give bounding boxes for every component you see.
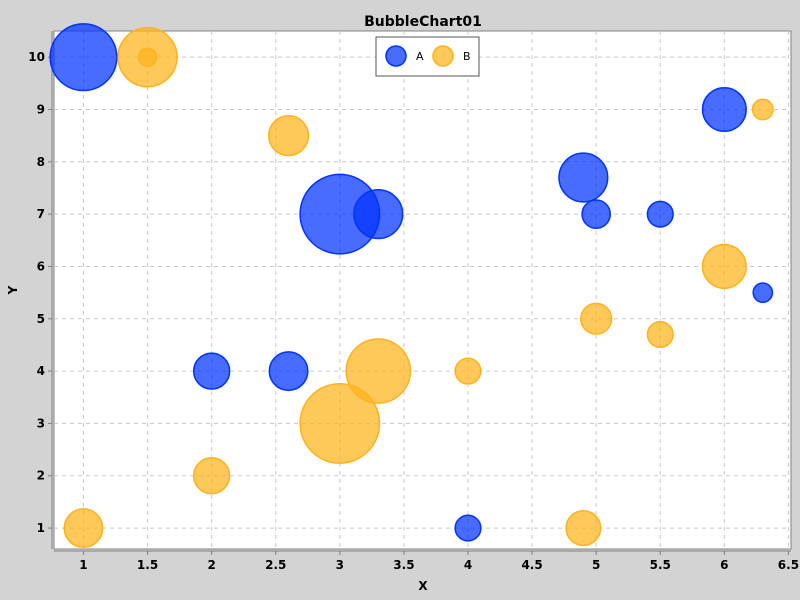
x-tick-label: 6	[720, 558, 728, 572]
y-tick-label: 3	[37, 416, 45, 430]
x-tick-label: 3.5	[393, 558, 414, 572]
bubble-series-a	[454, 514, 482, 542]
y-tick-label: 10	[28, 50, 45, 64]
chart-title: BubbleChart01	[364, 14, 482, 30]
x-tick-label: 1.5	[137, 558, 158, 572]
bubble-series-a	[49, 23, 118, 92]
bubble-series-a	[752, 282, 774, 303]
y-axis-label: Y	[6, 285, 20, 295]
x-tick-label: 5	[592, 558, 600, 572]
legend: A B	[375, 36, 480, 77]
bubble-series-a	[646, 200, 674, 228]
axes: 1 1.5 2 2.5 3 3.5 4 4.5 5 5.5 6 6.5 1 2 3 4 5 6 7 8 9 10	[28, 31, 799, 572]
x-tick-label: 6.5	[778, 558, 799, 572]
bubble-series-b	[646, 320, 674, 349]
plot-area	[53, 30, 792, 550]
bubble-series-a	[353, 189, 404, 240]
x-tick-label: 2.5	[265, 558, 286, 572]
x-tick-label: 4.5	[521, 558, 542, 572]
x-axis-label: X	[418, 579, 428, 593]
bubble-series-b	[454, 357, 482, 385]
bubble-series-b	[299, 382, 381, 464]
y-tick-label: 1	[37, 521, 45, 535]
x-tick-label: 4	[464, 558, 472, 572]
bubble-series-b	[751, 98, 774, 121]
legend-swatch-b	[432, 45, 454, 67]
x-tick-label: 3	[336, 558, 344, 572]
bubble-series-a	[268, 351, 309, 392]
bubble-layer	[49, 23, 774, 549]
bubble-series-a	[701, 86, 747, 133]
y-tick-label: 8	[37, 155, 45, 169]
bubble-series-b	[192, 457, 231, 495]
x-tick-label: 2	[207, 558, 215, 572]
bubble-series-b	[63, 508, 104, 549]
y-tick-label: 5	[37, 312, 45, 326]
y-tick-label: 6	[37, 259, 45, 273]
y-tick-label: 7	[37, 207, 45, 221]
y-tick-label: 9	[37, 102, 45, 116]
y-tick-label: 2	[37, 469, 45, 483]
bubble-series-b	[565, 510, 602, 547]
bubble-series-b	[345, 338, 412, 404]
bubble-series-a	[581, 199, 612, 229]
y-tick-label: 4	[37, 364, 45, 378]
x-tick-label: 5.5	[650, 558, 671, 572]
legend-label-b: B	[463, 50, 471, 63]
bubble-series-b	[580, 302, 613, 335]
bubble-series-b	[137, 47, 158, 67]
x-tick-label: 1	[79, 558, 87, 572]
legend-swatch-a	[385, 45, 407, 67]
bubble-series-b	[701, 243, 747, 289]
bubble-series-a	[558, 152, 609, 203]
legend-label-a: A	[416, 50, 424, 63]
bubble-series-b	[267, 115, 310, 157]
bubble-series-a	[192, 352, 231, 390]
